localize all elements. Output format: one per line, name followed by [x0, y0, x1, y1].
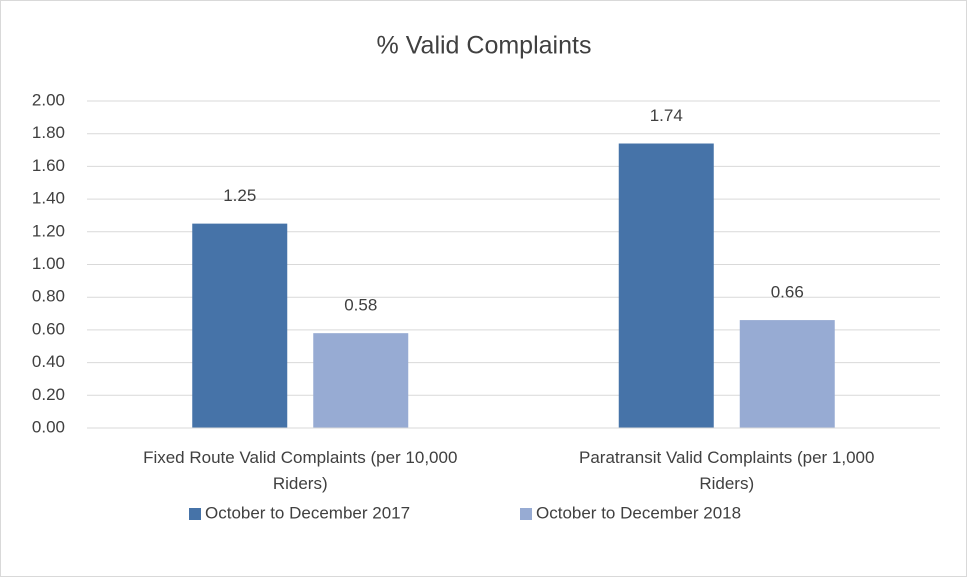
- legend-swatch: [189, 508, 201, 520]
- x-tick-label: Paratransit Valid Complaints (per 1,000 R…: [579, 448, 874, 493]
- y-tick-label: 0.20: [32, 385, 65, 404]
- y-tick-label: 0.80: [32, 287, 65, 306]
- data-label: 0.58: [344, 296, 377, 315]
- y-tick-label: 0.00: [32, 417, 65, 436]
- y-tick-label: 1.60: [32, 156, 65, 175]
- y-tick-label: 1.20: [32, 221, 65, 240]
- x-tick-label: Fixed Route Valid Complaints (per 10,000…: [143, 448, 457, 493]
- y-tick-label: 1.80: [32, 123, 65, 142]
- chart-title: % Valid Complaints: [377, 32, 592, 60]
- y-tick-label: 1.40: [32, 189, 65, 208]
- legend-label: October to December 2018: [536, 503, 741, 522]
- legend-label: October to December 2017: [205, 503, 410, 522]
- data-label: 0.66: [771, 283, 804, 302]
- data-label: 1.25: [223, 186, 256, 205]
- y-tick-label: 1.00: [32, 254, 65, 273]
- legend-swatch: [520, 508, 532, 520]
- y-tick-label: 0.60: [32, 319, 65, 338]
- bar: [739, 320, 835, 428]
- y-tick-label: 0.40: [32, 352, 65, 371]
- bar: [618, 143, 714, 428]
- bar: [313, 333, 409, 428]
- y-tick-label: 2.00: [32, 90, 65, 109]
- data-label: 1.74: [650, 106, 683, 125]
- bar: [192, 223, 288, 428]
